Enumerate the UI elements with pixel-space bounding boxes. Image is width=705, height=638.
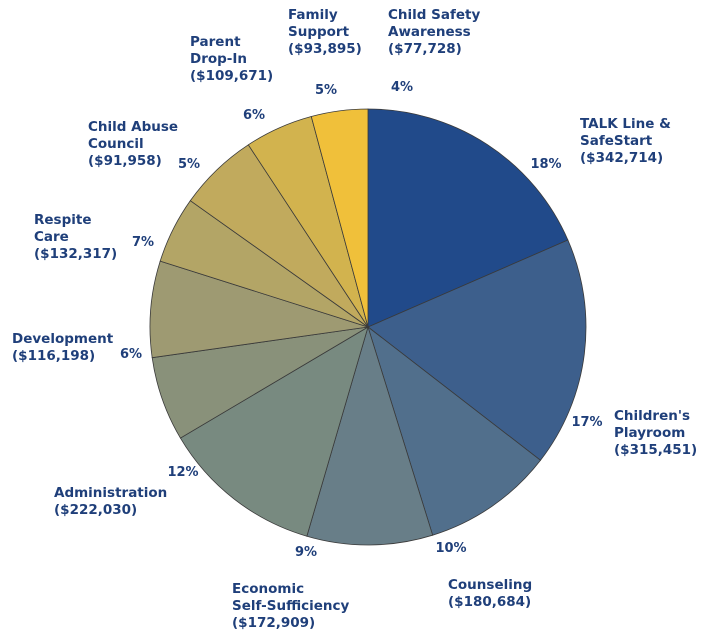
percent-labels: 18% 17% 10% 9% 12% 6% 7% 5% 6% 5% 4% xyxy=(120,80,603,560)
category-label-line: ($116,198) xyxy=(12,348,95,364)
category-label: Child Safety Awareness ($77,728) xyxy=(388,7,480,57)
percent-label: 9% xyxy=(295,545,317,560)
category-label-line: Awareness xyxy=(388,24,471,40)
category-label-line: ($180,684) xyxy=(448,594,531,610)
percent-label: 7% xyxy=(132,235,154,250)
category-label-line: ($222,030) xyxy=(54,502,137,518)
category-label: Children's Playroom ($315,451) xyxy=(614,408,697,458)
category-label-line: Child Safety xyxy=(388,7,480,23)
percent-label: 4% xyxy=(391,80,413,95)
category-labels: TALK Line & SafeStart ($342,714) Children's… xyxy=(12,7,697,631)
category-label: Development ($116,198) xyxy=(12,331,114,364)
category-label: Respite Care ($132,317) xyxy=(34,212,117,262)
category-label: Counseling ($180,684) xyxy=(448,577,532,610)
percent-label: 5% xyxy=(315,83,337,98)
percent-label: 18% xyxy=(530,157,561,172)
category-label: Economic Self-Sufficiency ($172,909) xyxy=(232,581,350,631)
category-label-line: Development xyxy=(12,331,114,347)
category-label-line: SafeStart xyxy=(580,133,653,149)
category-label-line: Parent xyxy=(190,34,241,50)
category-label-line: ($77,728) xyxy=(388,41,462,57)
category-label-line: ($93,895) xyxy=(288,41,362,57)
category-label: Administration ($222,030) xyxy=(54,485,167,518)
category-label-line: Respite xyxy=(34,212,92,228)
pie-slice xyxy=(367,325,542,536)
category-label-line: ($132,317) xyxy=(34,246,117,262)
pie-slice xyxy=(179,326,369,537)
category-label-line: TALK Line & xyxy=(580,116,671,132)
pie-slices xyxy=(149,108,587,546)
percent-label: 6% xyxy=(120,347,142,362)
category-label-line: Family xyxy=(288,7,338,23)
pie-slice xyxy=(306,325,434,546)
category-label-line: ($109,671) xyxy=(190,68,273,84)
pie-slice xyxy=(367,108,569,328)
percent-label: 6% xyxy=(243,108,265,123)
category-label: TALK Line & SafeStart ($342,714) xyxy=(580,116,671,166)
category-label-line: Self-Sufficiency xyxy=(232,598,350,614)
category-label-line: ($342,714) xyxy=(580,150,663,166)
category-label-line: Care xyxy=(34,229,69,245)
category-label-line: Administration xyxy=(54,485,167,501)
percent-label: 10% xyxy=(435,541,466,556)
category-label-line: ($91,958) xyxy=(88,153,162,169)
category-label: Family Support ($93,895) xyxy=(288,7,362,57)
pie-slice xyxy=(367,239,587,461)
category-label: Parent Drop-In ($109,671) xyxy=(190,34,273,84)
category-label-line: Counseling xyxy=(448,577,532,593)
category-label-line: Drop-In xyxy=(190,51,247,67)
category-label-line: Support xyxy=(288,24,350,40)
category-label: Child Abuse Council ($91,958) xyxy=(88,119,178,169)
category-label-line: ($172,909) xyxy=(232,615,315,631)
category-label-line: Economic xyxy=(232,581,304,597)
percent-label: 12% xyxy=(167,465,198,480)
category-label-line: Playroom xyxy=(614,425,685,441)
percent-label: 5% xyxy=(178,157,200,172)
category-label-line: ($315,451) xyxy=(614,442,697,458)
category-label-line: Child Abuse xyxy=(88,119,178,135)
category-label-line: Children's xyxy=(614,408,690,424)
category-label-line: Council xyxy=(88,136,144,152)
percent-label: 17% xyxy=(571,415,602,430)
pie-slice xyxy=(310,108,369,328)
